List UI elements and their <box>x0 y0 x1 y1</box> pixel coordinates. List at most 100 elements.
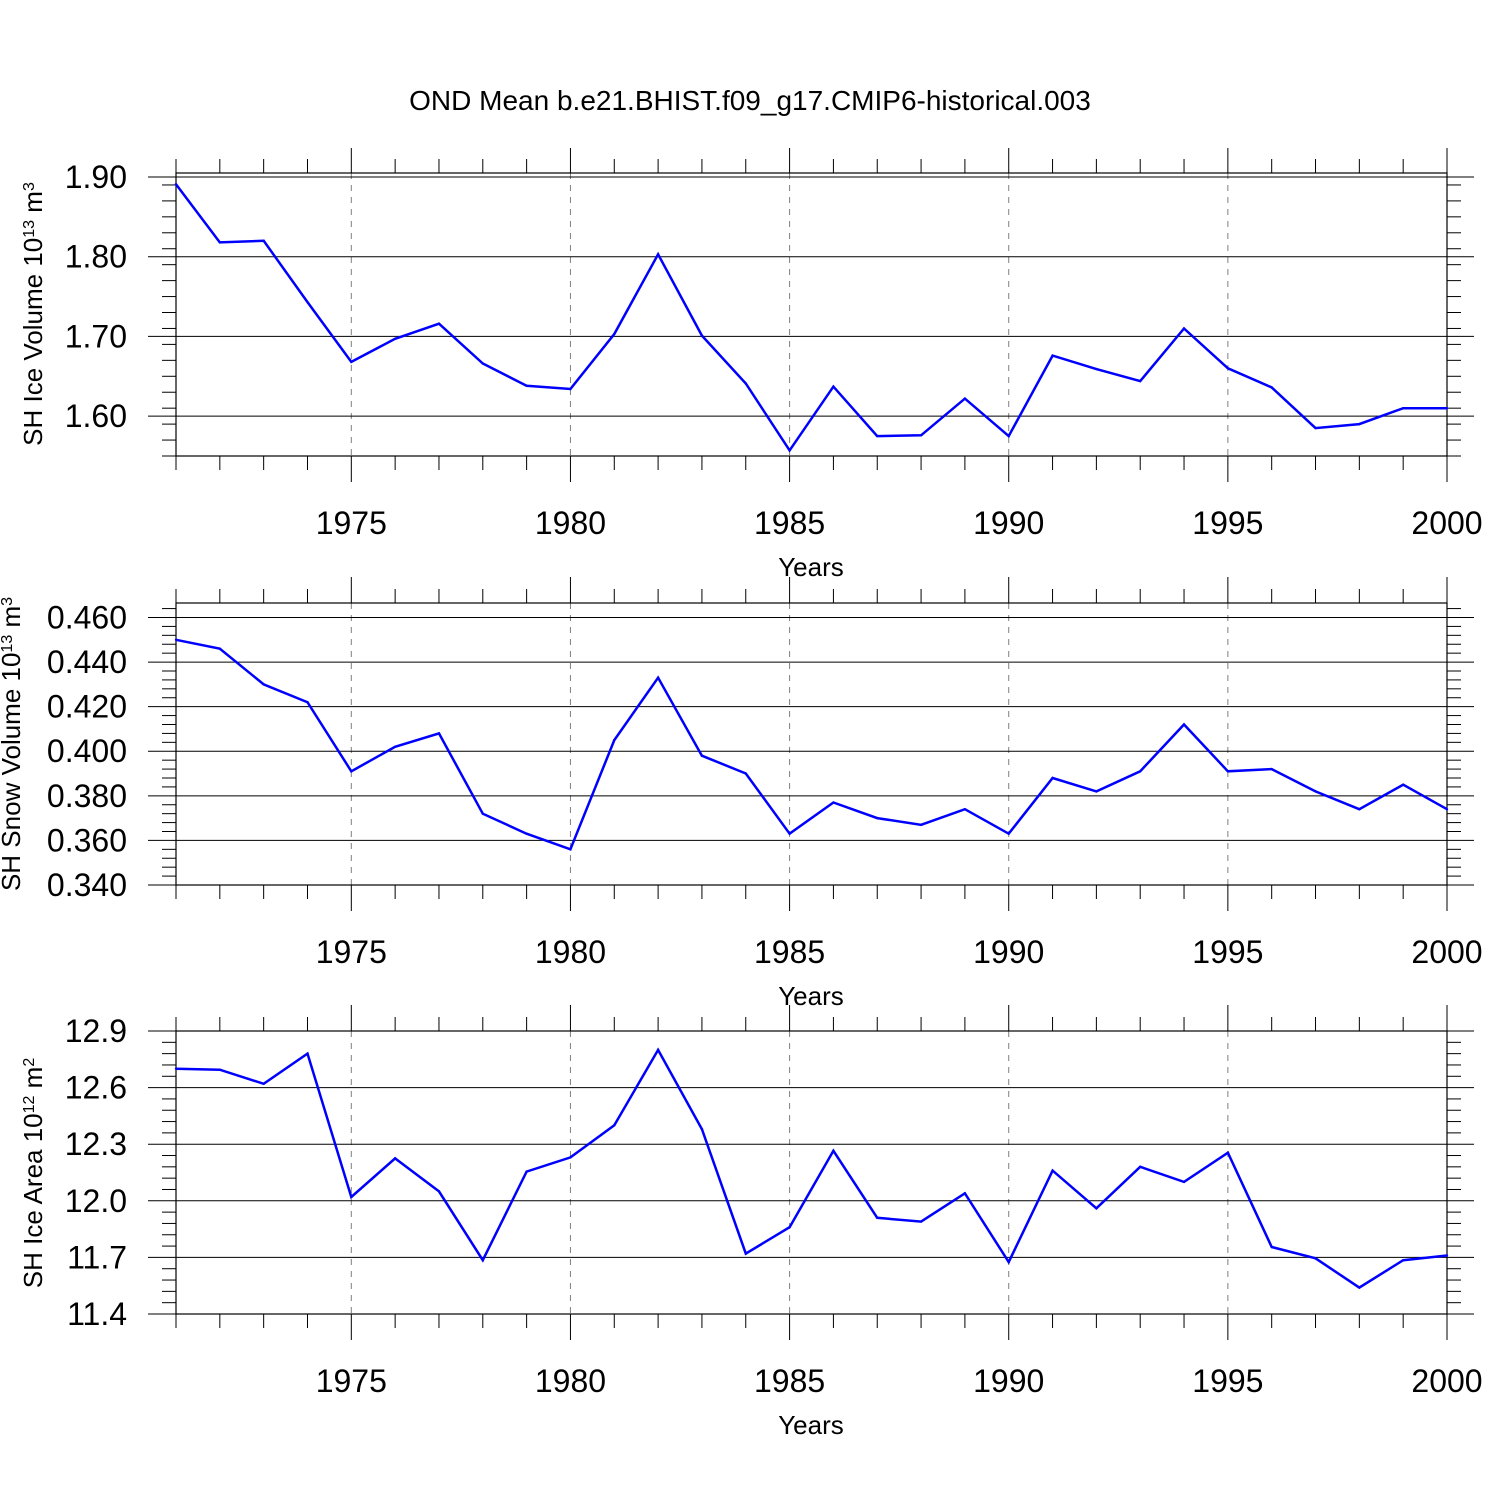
panel-ice-area-xtick-label: 1985 <box>754 1363 825 1399</box>
panel-ice-area-data-point <box>832 1149 835 1153</box>
panel-ice-volume-data-point <box>963 397 967 400</box>
panel-ice-area-data-point <box>437 1190 441 1193</box>
panel-ice-volume-data-point <box>1270 386 1273 389</box>
panel-ice-area-ylabel-exponent: 12 <box>21 1095 38 1113</box>
panel-ice-volume-xlabel: Years <box>778 552 844 582</box>
panel-snow-volume-data-point <box>919 823 923 827</box>
panel-snow-volume-ylabel-exponent: 13 <box>0 635 16 653</box>
panel-ice-area-data-point <box>1314 1257 1317 1260</box>
panel-snow-volume-xtick-label: 2000 <box>1411 934 1482 970</box>
panel-ice-area-ytick-label: 12.0 <box>65 1183 127 1219</box>
panel-ice-volume-data-point <box>437 322 441 325</box>
panel-snow-volume-data-point <box>481 812 484 815</box>
panel-snow-volume-xtick-label: 1975 <box>316 934 387 970</box>
panel-snow-volume: SH Snow Volume 1013 m3 Years 0.340 0.360 0… <box>0 577 1483 1011</box>
panel-ice-area-xtick-label: 2000 <box>1411 1363 1482 1399</box>
panel-snow-volume-frame <box>175 602 1448 886</box>
panel-snow-volume-data-point <box>262 683 265 686</box>
panel-ice-area-data-point <box>1226 1151 1230 1154</box>
panel-ice-volume-xtick-label: 1995 <box>1192 505 1263 541</box>
panel-ice-volume-data-point <box>1051 354 1054 357</box>
panel-ice-area-data-point <box>1139 1165 1142 1169</box>
panel-ice-volume-ytick-label: 1.70 <box>65 318 127 354</box>
panel-ice-area-data-point <box>1182 1180 1186 1184</box>
panel-snow-volume-ylabel: SH Snow Volume 1013 m3 <box>0 597 26 891</box>
panel-snow-volume-data-point <box>613 738 616 742</box>
panel-snow-volume-data-point <box>1051 776 1054 780</box>
panel-ice-area-ytick-label: 12.6 <box>65 1070 127 1106</box>
panel-snow-volume-ytick-label: 0.340 <box>47 867 127 903</box>
panel-ice-area-xtick-label: 1990 <box>973 1363 1044 1399</box>
panel-snow-volume-xtick-label: 1995 <box>1192 934 1263 970</box>
panel-snow-volume-data-point <box>1270 767 1273 771</box>
panel-ice-volume-ylabel: SH Ice Volume 1013 m3 <box>18 182 48 446</box>
panel-ice-volume-data-point <box>1358 422 1361 426</box>
panel-ice-volume-data-point <box>525 384 528 388</box>
panel-ice-area-data-point <box>876 1216 879 1219</box>
panel-ice-area-data-point <box>1095 1207 1098 1210</box>
panel-ice-area-data-point <box>350 1195 353 1199</box>
panel-ice-area-ylabel-unit-exponent: 2 <box>21 1058 38 1067</box>
panel-snow-volume-data-point <box>788 832 791 835</box>
panel-ice-volume-data-point <box>1314 426 1317 430</box>
panel-snow-volume-xtick-label: 1985 <box>754 934 825 970</box>
panel-ice-volume-data-point <box>613 332 616 336</box>
panel-ice-volume-data-point <box>306 300 309 304</box>
panel-ice-volume-data-point <box>1445 406 1449 410</box>
panel-snow-volume-ytick-label: 0.380 <box>47 778 127 814</box>
panel-snow-volume-data-point <box>1401 783 1405 786</box>
panel-snow-volume-data-point <box>1182 723 1186 726</box>
panel-ice-area-data-point <box>262 1082 265 1086</box>
panel-ice-volume-ylabel-exponent: 13 <box>21 220 38 238</box>
panel-ice-area-ytick-label: 12.3 <box>65 1126 127 1162</box>
panel-ice-area-xtick-label: 1975 <box>316 1363 387 1399</box>
panel-ice-volume-data-point <box>1007 434 1010 438</box>
panel-ice-volume-ytick-label: 1.80 <box>65 239 127 275</box>
panel-snow-volume-ytick-label: 0.460 <box>47 599 127 635</box>
panel-snow-volume-data-point <box>1358 808 1361 811</box>
panel-ice-area-xlabel: Years <box>778 1410 844 1440</box>
panel-snow-volume-ytick-label: 0.440 <box>47 644 127 680</box>
panel-ice-volume-xtick-label: 1980 <box>535 505 606 541</box>
panel-snow-volume-data-point <box>963 808 967 811</box>
panel-ice-volume-data-point <box>393 337 397 341</box>
panel-snow-volume-data-point <box>174 638 178 641</box>
panel-ice-volume-data-point <box>1182 327 1186 330</box>
panel-snow-volume-data-point <box>1007 832 1010 835</box>
panel-ice-volume-data-point <box>876 434 879 438</box>
panel-ice-area-data-point <box>569 1156 572 1159</box>
panel-snow-volume-data-point <box>393 745 397 748</box>
panel-snow-volume-data-point <box>832 801 835 804</box>
panel-ice-area-ylabel-prefix: SH Ice Area 10 <box>18 1113 48 1288</box>
panel-ice-volume-data-point <box>744 382 747 385</box>
panel-ice-area-data-point <box>1358 1286 1361 1289</box>
panel-ice-volume-data-point <box>481 362 484 365</box>
panel-ice-volume-xtick-label: 1990 <box>973 505 1044 541</box>
panel-snow-volume-ytick-label: 0.360 <box>47 822 127 858</box>
panel-ice-area-ytick-label: 12.9 <box>65 1013 127 1049</box>
panel-snow-volume-data-point <box>1314 790 1317 793</box>
panel-ice-volume-ylabel-unit: m <box>18 191 48 220</box>
panel-ice-volume-ylabel-unit-exponent: 3 <box>21 182 38 191</box>
panel-ice-area-data-point <box>174 1067 178 1070</box>
panel-snow-volume-data-point <box>656 676 660 679</box>
panel-snow-volume-data-point <box>700 754 704 757</box>
panel-snow-volume-data-point <box>1139 770 1142 773</box>
panel-ice-area-data-point <box>1401 1259 1405 1262</box>
panel-snow-volume-data-point <box>1226 770 1230 773</box>
panel-ice-area-frame <box>175 1030 1448 1315</box>
panel-ice-area-data-point <box>700 1127 704 1131</box>
panel-ice-area-data-point <box>1051 1169 1054 1172</box>
panel-ice-area-ylabel-unit: m <box>18 1067 48 1096</box>
panel-ice-area-data-point <box>613 1124 616 1127</box>
panel-ice-volume-data-point <box>174 182 178 186</box>
panel-ice-area-data-point <box>1270 1245 1273 1249</box>
panel-ice-area-ytick-label: 11.7 <box>67 1239 127 1275</box>
panel-snow-volume-data-point <box>437 732 441 735</box>
panel-snow-volume-ytick-label: 0.400 <box>47 733 127 769</box>
panel-ice-volume-data-point <box>218 241 222 244</box>
chart-title: OND Mean b.e21.BHIST.f09_g17.CMIP6-histo… <box>409 85 1091 116</box>
panel-ice-area-data-point <box>218 1068 222 1071</box>
panel-ice-volume-data-point <box>656 253 660 256</box>
panel-snow-volume-ylabel-prefix: SH Snow Volume 10 <box>0 653 26 891</box>
